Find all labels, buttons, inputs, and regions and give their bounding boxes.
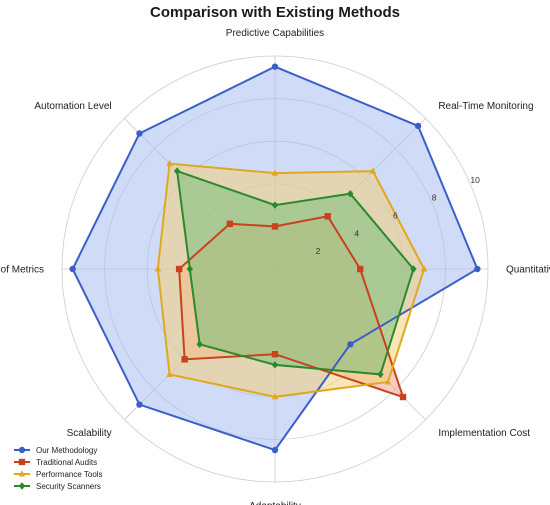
legend: Our Methodology Traditional Audits Perform… [14,446,103,491]
data-point [166,370,173,377]
data-point [271,446,279,454]
legend-label: Our Methodology [36,446,97,455]
data-point [384,378,392,385]
data-point [410,265,417,273]
data-point [166,159,173,167]
chart-title: Comparison with Existing Methods [149,4,400,21]
data-point [69,265,76,273]
data-point [369,167,377,174]
legend-item: Our Methodology [14,446,97,455]
data-point [271,223,279,230]
data-point [18,482,26,490]
data-point [196,340,203,349]
data-point [226,220,234,228]
series-lines [69,63,481,454]
axis-label: Adaptability [249,501,301,505]
axis-label: Real-Time Monitoring [438,101,533,112]
legend-label: Performance Tools [36,470,103,479]
axis-label: Scalability [67,428,112,439]
data-point [136,130,143,137]
radial-tick-label: 4 [354,228,359,238]
radial-tick-label: 6 [393,210,398,220]
data-point [271,169,279,176]
legend-item: Performance Tools [14,470,103,479]
data-point [347,189,354,198]
data-point [357,265,364,273]
data-point [136,401,143,408]
series-fills [72,66,478,451]
data-point [18,470,26,477]
data-point [181,356,188,363]
data-point [154,265,162,272]
legend-item: Traditional Audits [14,458,97,467]
axis-label: Automation Level [34,101,111,112]
axis-label: Quantitative Precision [506,265,550,276]
data-point [414,122,422,130]
axis-label: Implementation Cost [438,428,530,439]
legend-label: Traditional Audits [36,458,97,467]
data-point [271,201,279,209]
data-point [18,458,26,466]
data-point [186,265,193,273]
data-point [271,351,279,358]
data-point [377,370,384,379]
axis-label: Predictive Capabilities [226,28,324,39]
data-point [324,213,331,220]
data-point [175,265,183,273]
series-area [177,171,414,375]
radial-tick-label: 10 [470,175,480,185]
radial-tick-label: 2 [316,246,321,256]
data-point [173,167,181,175]
legend-item: Security Scanners [14,482,101,491]
data-point [271,63,279,70]
axis-label: Integration of Metrics [0,265,44,276]
data-point [18,446,26,454]
data-point [474,265,481,273]
data-point [271,361,279,369]
legend-label: Security Scanners [36,482,101,491]
data-point [420,265,428,272]
data-point [347,341,354,348]
radial-tick-label: 8 [432,193,437,203]
data-point [399,393,407,401]
data-point [271,393,279,400]
